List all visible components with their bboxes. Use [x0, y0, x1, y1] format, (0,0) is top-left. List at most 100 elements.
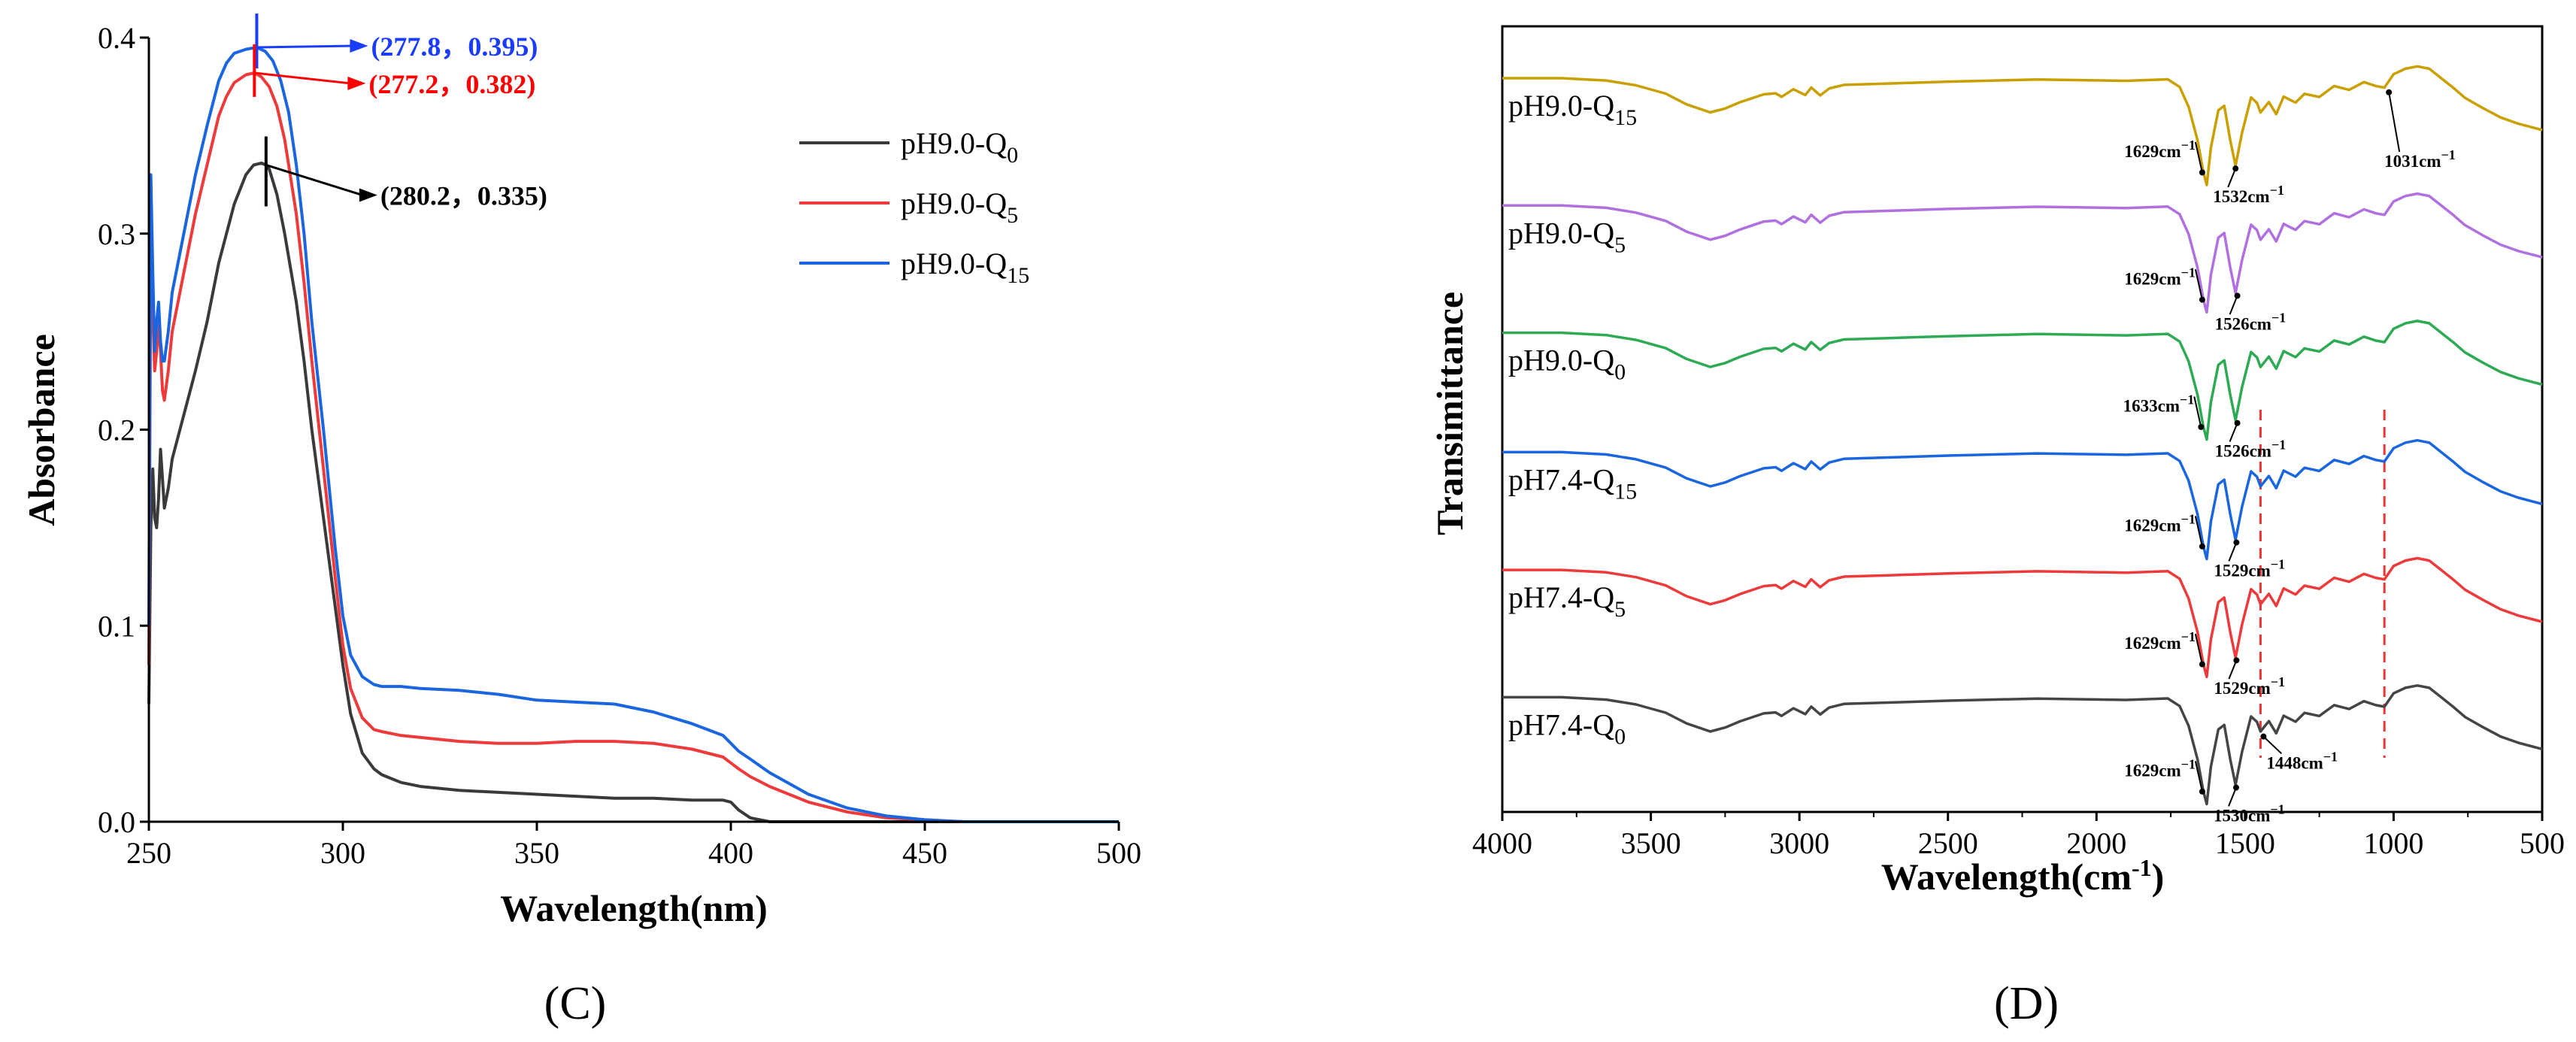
chart-d-series-label: pH7.4-Q0: [1508, 707, 1626, 749]
chart-c-legend-label-base: pH9.0-Q: [901, 126, 1007, 160]
chart-d-series-label-sub: 15: [1614, 479, 1637, 504]
chart-d-peak-label-base: 1529cm: [2214, 561, 2270, 580]
chart-c-ytick-label: 0.4: [98, 21, 135, 55]
chart-c-legend-label-base: pH9.0-Q: [901, 186, 1007, 220]
chart-d-peak-label-sup: −1: [2271, 556, 2285, 571]
chart-c-xtick-label: 500: [1096, 836, 1141, 870]
chart-c-xtick-label: 400: [708, 836, 753, 870]
chart-c-ytick-label: 0.2: [98, 413, 135, 447]
chart-d-series-labels: pH9.0-Q15pH9.0-Q5pH9.0-Q0pH7.4-Q15pH7.4-…: [1508, 89, 1637, 749]
chart-c-ytick-label: 0.0: [98, 805, 135, 839]
chart-d-peak-pointer: [2194, 761, 2203, 792]
chart-d-peak-label-sup: −1: [2271, 438, 2286, 453]
chart-d-peak-label-sup: −1: [2271, 674, 2285, 689]
chart-d-series-pH7.4-Q5: [1502, 556, 2543, 679]
chart-c-legend-label-sub: 0: [1007, 143, 1018, 168]
chart-c-legend-label: pH9.0-Q0: [901, 126, 1018, 168]
chart-c-legend-label: pH9.0-Q5: [901, 186, 1018, 228]
chart-d-peak-pointer: [2194, 269, 2203, 300]
chart-d-peak-pointer-head: [2232, 165, 2239, 172]
chart-d-xtick-label: 2500: [1918, 826, 1978, 860]
chart-d-peak-pointer-head: [2199, 661, 2205, 668]
chart-d-peak-label: 1532cm−1: [2213, 183, 2284, 206]
chart-d-series-label: pH7.4-Q15: [1508, 462, 1637, 504]
chart-d-peak-label: 1629cm−1: [2124, 265, 2196, 288]
chart-c-annotation-label: (280.2，0.335): [380, 180, 547, 211]
chart-d-series-label-base: pH7.4-Q: [1508, 462, 1614, 496]
chart-d-peak-pointer: [2228, 659, 2238, 680]
chart-d-peak-pointer: [2194, 516, 2203, 547]
chart-d-frame: [1501, 25, 2544, 813]
chart-d-xtick-label: 3000: [1769, 826, 1829, 860]
chart-d-peak-label: 1633cm−1: [2123, 392, 2195, 416]
chart-d-peak-label-base: 1629cm: [2124, 516, 2181, 535]
chart-d-xlabel-close: ): [2152, 856, 2165, 898]
chart-d-peak-pointer-head: [2233, 539, 2240, 546]
chart-d-peak-pointer: [2228, 787, 2237, 807]
panel-c-label: (C): [544, 978, 607, 1029]
chart-d-series-pH7.4-Q0: [1502, 684, 2543, 806]
chart-d-peak-pointer-head: [2199, 788, 2205, 795]
chart-d-peak-label-base: 1629cm: [2124, 142, 2181, 161]
chart-c-xtick-label: 450: [902, 836, 947, 870]
chart-c-xtick-label: 300: [320, 836, 365, 870]
chart-d-peak-label-sup: −1: [2323, 749, 2338, 764]
chart-d-peak-pointer: [2193, 396, 2202, 428]
chart-d-peak-label: 1629cm−1: [2124, 756, 2196, 780]
chart-d-series-label-base: pH9.0-Q: [1508, 344, 1614, 377]
chart-d-xtick-label: 3500: [1621, 826, 1681, 860]
chart-d-peak-pointer: [2388, 92, 2401, 153]
chart-d-peak-label: 1629cm−1: [2124, 138, 2196, 161]
chart-d-peak-label-base: 1529cm: [2214, 679, 2270, 698]
chart-c-legend-label: pH9.0-Q15: [901, 247, 1029, 288]
chart-d-peak-pointer-head: [2233, 784, 2240, 791]
chart-c-annotation-label: (277.8，0.395): [371, 32, 538, 62]
chart-d-peak-pointer: [2194, 141, 2203, 173]
chart-d-peak-pointer: [2194, 633, 2203, 665]
chart-d-peak-label-sup: −1: [2270, 183, 2284, 198]
chart-d-series-label-base: pH9.0-Q: [1508, 216, 1614, 250]
chart-d-peak-pointer-head: [2198, 423, 2205, 430]
chart-d-peak-pointer-head: [2233, 657, 2240, 664]
chart-d-peak-label: 1529cm−1: [2214, 674, 2285, 698]
chart-d-series-label-sub: 5: [1614, 597, 1626, 622]
chart-c-annotation-arrowhead: [359, 188, 377, 202]
chart-c-ytick-label: 0.3: [98, 217, 135, 251]
chart-d-peak-labels: 1629cm−11532cm−11031cm−11629cm−11526cm−1…: [2123, 89, 2456, 825]
chart-d-peak-label-sup: −1: [2181, 629, 2196, 644]
chart-c-ylabel: Absorbance: [20, 334, 62, 526]
chart-d-reference-lines: [2259, 410, 2386, 758]
chart-d-series: [1502, 65, 2543, 806]
chart-d-peak-label-sup: −1: [2181, 138, 2196, 153]
chart-c-xtick-label: 350: [514, 836, 559, 870]
chart-c-legend-label-base: pH9.0-Q: [901, 247, 1007, 280]
chart-d-peak-label-sup: −1: [2181, 265, 2196, 280]
chart-c-annotation-label: (277.2，0.382): [368, 69, 535, 99]
chart-c-annotation-arrow: [265, 164, 363, 196]
chart-d-peak-label-base: 1633cm: [2123, 397, 2180, 416]
chart-d-series-label: pH9.0-Q15: [1508, 89, 1637, 130]
chart-d-xtick-label: 500: [2520, 826, 2565, 860]
chart-d-series-pH9.0-Q5: [1502, 192, 2543, 314]
chart-c-annotation-arrowhead: [350, 39, 368, 53]
chart-d-peak-label: 1031cm−1: [2384, 147, 2456, 171]
chart-d-peak-label: 1529cm−1: [2214, 556, 2285, 580]
chart-d-xlabel-sup: -1: [2132, 854, 2152, 881]
chart-d-peak-label: 1448cm−1: [2266, 749, 2338, 772]
chart-d-peak-label: 1526cm−1: [2215, 310, 2287, 333]
chart-c-annotations: (277.8，0.395) (277.2，0.382) (280.2，0.335): [253, 14, 547, 211]
chart-d-xlabel-base: Wavelength(cm: [1881, 856, 2132, 898]
chart-d-series-label: pH9.0-Q5: [1508, 216, 1626, 257]
chart-d-series-pH9.0-Q15: [1502, 65, 2543, 186]
chart-d-peak-pointer-head: [2234, 420, 2241, 426]
chart-c-annotation-arrow: [256, 44, 353, 49]
chart-c-ytick-label: 0.1: [98, 609, 135, 643]
chart-d-series-label-base: pH7.4-Q: [1508, 707, 1614, 741]
chart-c-xlabel: Wavelength(nm): [500, 887, 768, 929]
chart-d-peak-pointer: [2262, 735, 2283, 755]
chart-d-series-label-sub: 15: [1614, 105, 1637, 130]
chart-c-legend-label-sub: 15: [1007, 263, 1029, 288]
chart-d: pH9.0-Q15pH9.0-Q5pH9.0-Q0pH7.4-Q15pH7.4-…: [1429, 25, 2565, 1029]
